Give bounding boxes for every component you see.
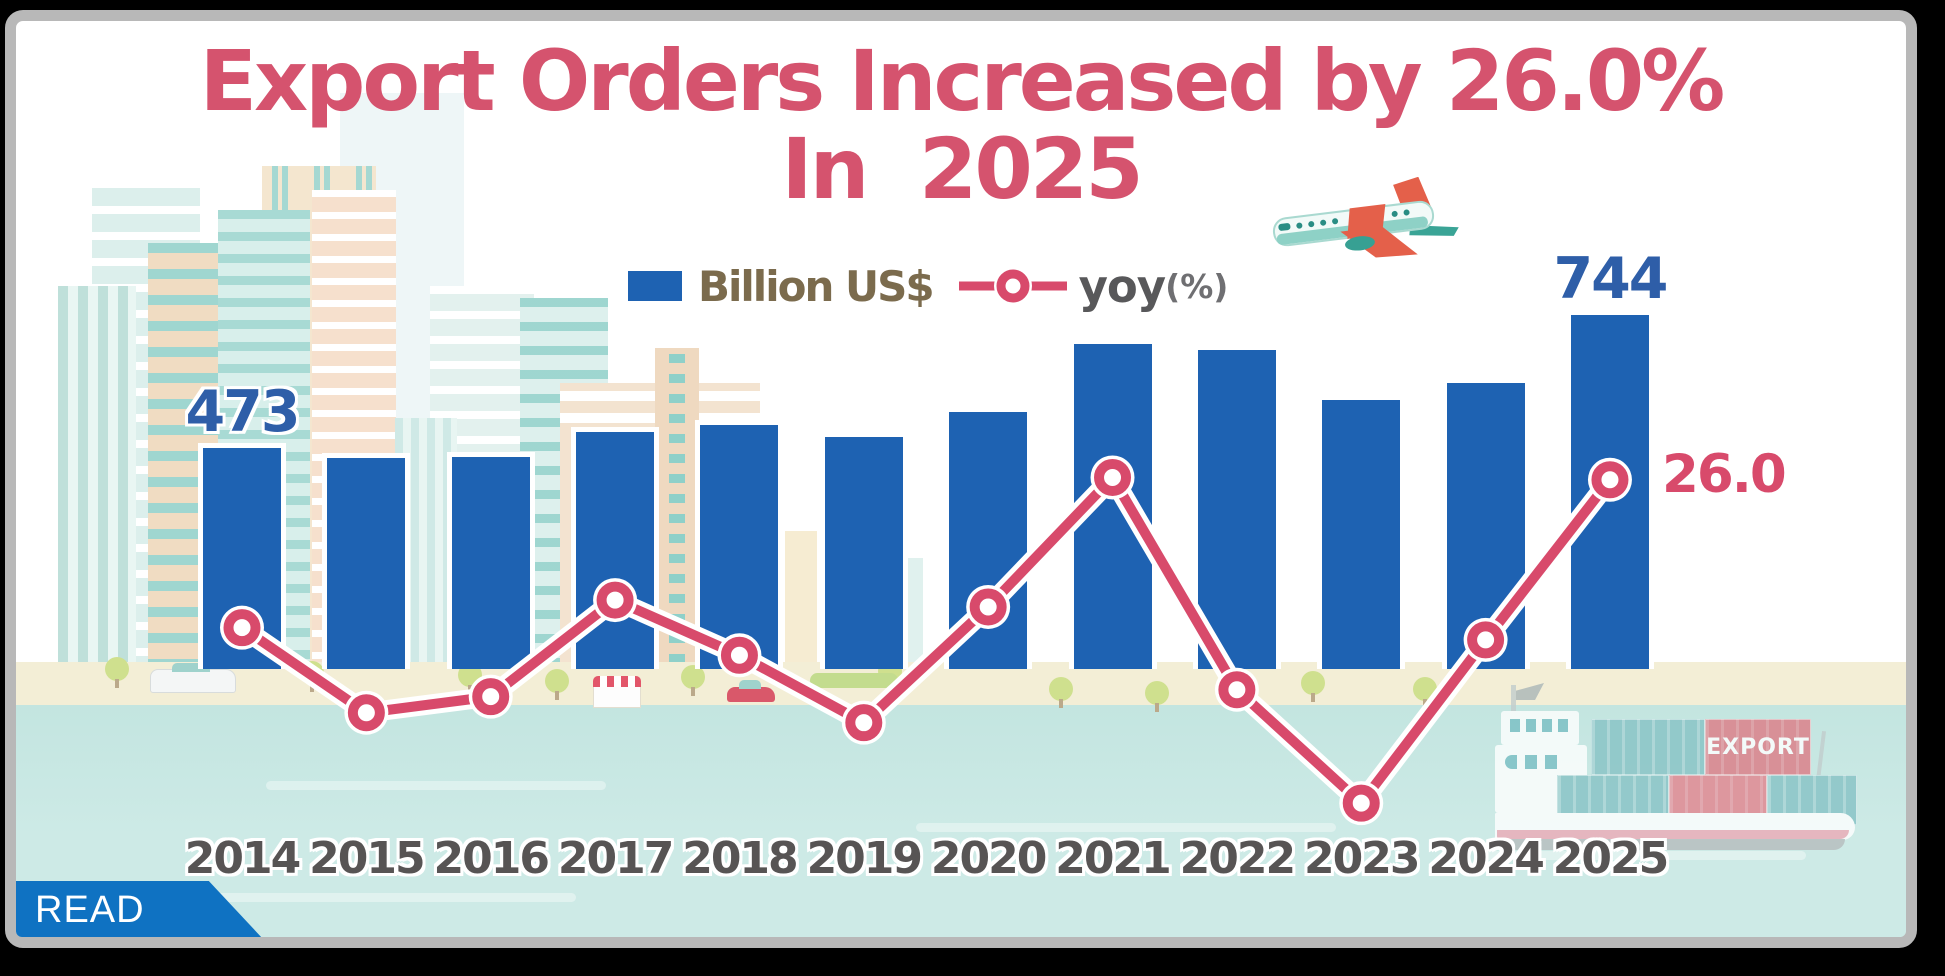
title-line-2: In 2025 — [781, 120, 1143, 219]
title-line-1: Export Orders Increased by 26.0% — [199, 32, 1726, 130]
chart-title: Export Orders Increased by 26.0% In 2025 — [16, 32, 1906, 219]
bar-2018 — [695, 419, 784, 669]
tree-icon — [1048, 677, 1074, 708]
bar-2021 — [1068, 338, 1157, 669]
cargo-ship-icon: EXPORT — [1495, 683, 1857, 851]
tree-icon — [680, 665, 706, 696]
wave-streak — [1476, 851, 1806, 860]
read-banner[interactable]: READ — [16, 881, 263, 937]
x-label-2024: 2024 — [1428, 833, 1544, 884]
tree-icon — [544, 669, 570, 700]
x-label-2015: 2015 — [309, 833, 425, 884]
car-icon — [727, 680, 775, 702]
x-label-2020: 2020 — [930, 833, 1047, 884]
x-label-2018: 2018 — [682, 833, 798, 884]
bar-series-swatch — [628, 271, 682, 301]
read-banner-label: READ — [35, 888, 145, 931]
x-label-2022: 2022 — [1179, 833, 1296, 884]
data-label-last-yoy: 26.0 — [1661, 443, 1787, 505]
building — [655, 348, 699, 665]
tree-icon — [1300, 671, 1326, 702]
bar-2019 — [819, 431, 908, 669]
tree-icon — [1144, 681, 1170, 712]
wave-streak — [76, 893, 576, 902]
x-label-2017: 2017 — [557, 833, 674, 884]
chart-stage: EXPORT — [16, 21, 1906, 937]
legend-line-label: yoy — [1078, 259, 1167, 313]
legend-line-suffix: (%) — [1165, 266, 1229, 306]
data-label-last-bar: 744 — [1553, 245, 1668, 312]
shop-awning-icon — [593, 676, 641, 708]
x-label-2016: 2016 — [433, 833, 549, 884]
x-label-2014: 2014 — [184, 833, 301, 884]
wave-streak — [266, 781, 606, 790]
x-label-2019: 2019 — [806, 833, 923, 884]
x-label-2021: 2021 — [1055, 833, 1171, 884]
x-label-2023: 2023 — [1304, 833, 1420, 884]
tree-icon — [104, 657, 130, 688]
line-series-swatch — [958, 267, 1067, 305]
building — [785, 531, 817, 665]
building — [58, 286, 136, 665]
bar-2022 — [1192, 344, 1281, 669]
infographic-card: EXPORT — [5, 10, 1917, 948]
bar-2014 — [198, 442, 286, 669]
export-container-label: EXPORT — [1706, 734, 1810, 760]
data-label-first-bar: 473 — [185, 378, 301, 445]
bar-2020 — [944, 406, 1033, 669]
tree-icon — [1412, 677, 1438, 708]
bush-row — [810, 673, 898, 688]
bar-2023 — [1317, 394, 1406, 669]
airplane-icon — [1272, 177, 1459, 258]
legend-bar-label: Billion US$ — [698, 261, 935, 311]
chart-legend: Billion US$ yoy (%) — [628, 259, 1229, 313]
bar-2017 — [571, 426, 660, 669]
tree-icon — [299, 661, 325, 692]
bar-2025 — [1565, 309, 1654, 669]
x-label-2025: 2025 — [1552, 833, 1669, 884]
bar-2015 — [322, 452, 411, 669]
bar-2024 — [1441, 377, 1530, 669]
car-icon — [150, 663, 236, 693]
wave-streak — [916, 823, 1336, 832]
bar-2016 — [446, 451, 535, 669]
